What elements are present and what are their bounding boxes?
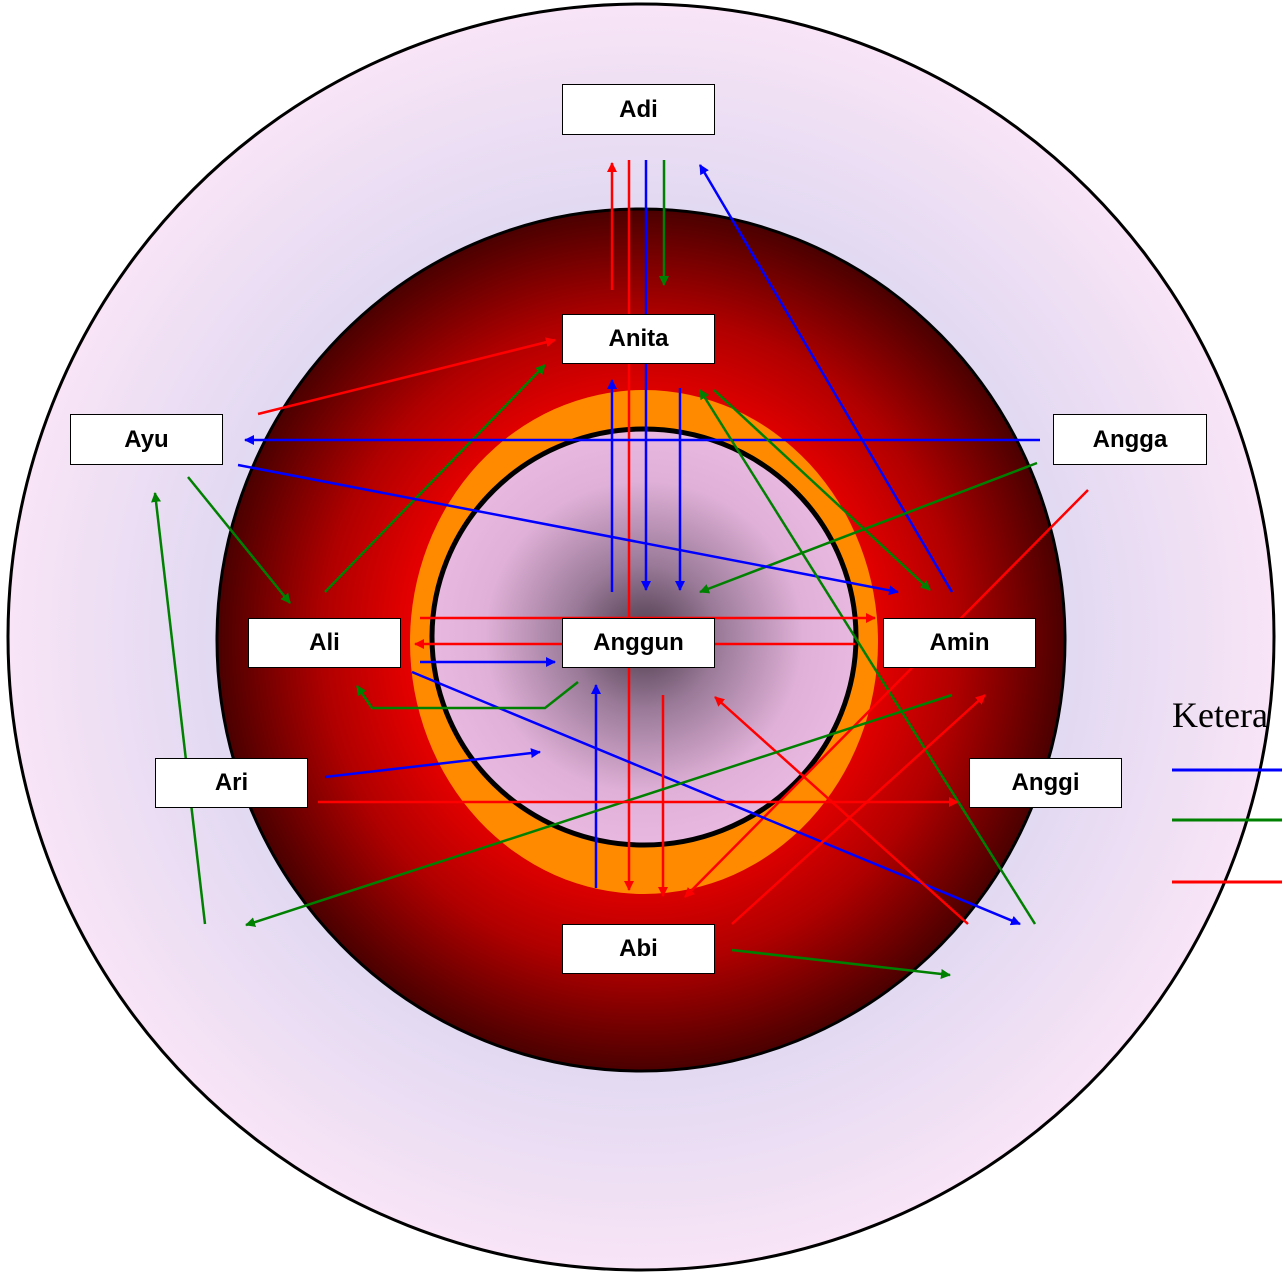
green-choice-arrow [699, 461, 1038, 594]
green-choice-arrow [698, 389, 1037, 925]
blue-choice-arrow [237, 463, 899, 596]
node-angga: Angga [1053, 414, 1207, 465]
node-label: Amin [929, 629, 990, 656]
red-choice-arrow [684, 489, 1089, 898]
node-label: Anggun [593, 629, 684, 656]
node-anita: Anita [562, 314, 715, 364]
red-choice-arrow [257, 337, 556, 416]
node-ayu: Ayu [70, 414, 223, 465]
node-adi: Adi [562, 84, 715, 135]
green-choice-arrow [187, 476, 291, 604]
node-label: Abi [619, 935, 658, 962]
blue-choice-arrow [411, 670, 1021, 926]
node-label: Ari [214, 769, 249, 796]
node-label: Anggi [1011, 769, 1080, 796]
green-choice-arrow [713, 389, 931, 591]
node-label: Adi [619, 95, 658, 123]
blue-choice-arrow [324, 748, 541, 779]
node-amin: Amin [883, 618, 1036, 668]
node-ali: Ali [248, 618, 401, 668]
node-label: Angga [1092, 425, 1168, 453]
choice-arrows [151, 160, 1089, 979]
node-anggun: Anggun [562, 618, 715, 668]
blue-choice-arrow [698, 164, 954, 593]
red-choice-arrow [714, 696, 969, 925]
node-ari: Ari [155, 758, 308, 808]
node-abi: Abi [562, 924, 715, 974]
green-choice-arrow [245, 693, 953, 927]
green-choice-arrow [151, 492, 207, 925]
node-label: Anita [608, 325, 669, 352]
red-choice-arrow [731, 694, 986, 925]
node-anggi: Anggi [969, 758, 1122, 808]
green-choice-arrow [731, 948, 951, 979]
node-label: Ali [309, 629, 340, 656]
node-label: Ayu [124, 425, 169, 453]
legend-title: Ketera [1172, 695, 1268, 735]
green-choice-arrow [324, 364, 546, 593]
green-choice-arrow [355, 681, 579, 710]
